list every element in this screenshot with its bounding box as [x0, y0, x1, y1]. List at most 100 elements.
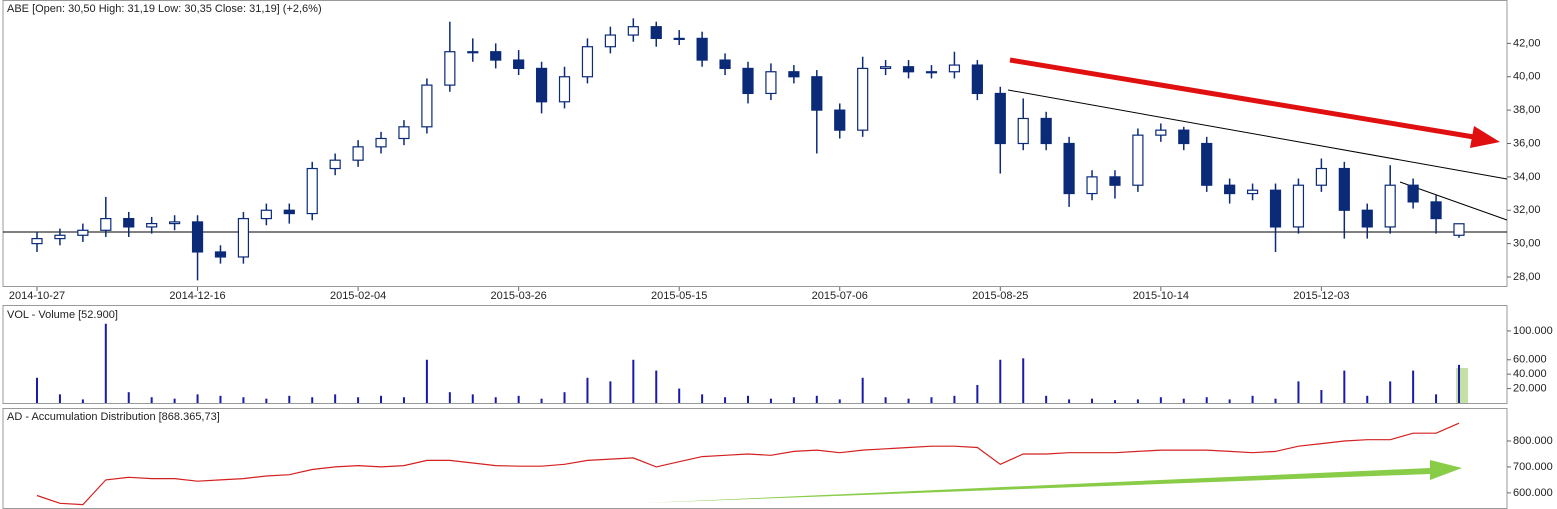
volume-bar [265, 398, 268, 403]
candle-body [558, 76, 571, 103]
candle-body [971, 64, 983, 95]
volume-bar [792, 397, 795, 403]
candle-body [742, 67, 754, 95]
candle-body [788, 71, 800, 78]
candle-body [123, 217, 135, 228]
candle-body [1384, 184, 1396, 228]
volume-bar [953, 395, 956, 403]
volume-bar [976, 384, 979, 403]
y-tick-label: 20.000 [1513, 382, 1547, 394]
x-tick-label: 2014-10-27 [9, 290, 65, 302]
volume-bar [1022, 358, 1025, 403]
volume-bar [1412, 370, 1415, 403]
candle-body [1040, 117, 1052, 145]
price-title: ABE [Open: 30,50 High: 31,19 Low: 30,35 … [7, 3, 322, 15]
candle-body [948, 64, 961, 73]
volume-bar [1389, 381, 1392, 403]
candle-body [902, 66, 915, 73]
y-tick-label: 800.000 [1513, 435, 1553, 447]
volume-bar [678, 388, 681, 403]
arrow [1009, 57, 1481, 141]
volume-bar [586, 377, 589, 403]
x-tick-label: 2015-08-25 [972, 290, 1028, 302]
candle-body [513, 59, 525, 70]
volume-bar [861, 377, 864, 403]
candle-body [329, 159, 341, 170]
candle-body [1315, 167, 1327, 186]
candle-body [100, 217, 112, 231]
volume-bar [655, 370, 658, 403]
volume-bar [563, 392, 566, 403]
volume-bar [632, 359, 635, 403]
candle-body [214, 251, 227, 258]
candle-body [696, 37, 708, 61]
candle-body [1224, 184, 1236, 195]
candle-body [490, 51, 502, 61]
volume-bar [127, 392, 130, 403]
candle-body [765, 71, 777, 95]
y-tick-label: 100.000 [1513, 325, 1553, 337]
volume-bar [838, 399, 841, 403]
volume-bar [58, 394, 61, 403]
candle-body [1430, 201, 1442, 220]
volume-bar [334, 394, 337, 403]
volume-bar [540, 398, 543, 403]
ad-panel [2, 408, 1508, 509]
candle-body [260, 209, 272, 220]
candle-body [146, 222, 158, 228]
candle-body [1201, 142, 1213, 186]
volume-bar [36, 377, 38, 403]
volume-bar [288, 395, 291, 403]
candle-body [1086, 176, 1098, 195]
volume-bar [517, 395, 520, 403]
volume-bar [1458, 364, 1460, 403]
candle-body [467, 51, 479, 54]
volume-bar [1113, 400, 1116, 403]
candle-body [237, 217, 250, 258]
candle-body [1453, 223, 1465, 236]
candle-body [604, 34, 616, 48]
volume-bar [1159, 397, 1162, 403]
candle-body [1269, 189, 1282, 228]
y-tick-label: 34,00 [1513, 171, 1541, 183]
y-tick-label: 32,00 [1513, 204, 1541, 216]
x-tick-label: 2015-07-06 [812, 290, 868, 302]
x-tick-label: 2015-03-26 [491, 290, 547, 302]
volume-bar [999, 359, 1002, 403]
candle-body [719, 59, 731, 70]
candle-body [880, 66, 892, 70]
volume-bar [1320, 390, 1323, 403]
candle-body [169, 221, 181, 225]
x-tick-label: 2014-12-16 [169, 290, 225, 302]
arrow-head [1470, 126, 1500, 148]
y-tick-label: 30,00 [1513, 238, 1541, 250]
y-tick-label: 36,00 [1513, 137, 1541, 149]
candle-body [1132, 134, 1144, 186]
candle-body [857, 67, 869, 131]
volume-bar [747, 395, 749, 403]
candle-body [191, 221, 204, 253]
candle-body [834, 109, 846, 131]
candle-body [375, 137, 387, 148]
volume-bar [494, 397, 497, 403]
volume-bar [402, 397, 405, 403]
arrow [645, 460, 1462, 503]
candle-body [650, 26, 662, 39]
volume-bar [1343, 370, 1346, 403]
candle-body [811, 76, 823, 111]
y-tick-label: 60.000 [1513, 354, 1547, 366]
candle-body [1338, 167, 1350, 211]
volume-bar [609, 381, 612, 403]
volume-bar [815, 395, 818, 403]
y-tick-label: 40.000 [1513, 368, 1547, 380]
price-panel [2, 0, 1508, 287]
candle-body [1361, 209, 1373, 228]
volume-bar [701, 394, 704, 403]
candle-body [1109, 176, 1121, 186]
volume-bar [81, 399, 84, 403]
volume-bar [104, 323, 107, 403]
volume-panel [2, 305, 1508, 404]
candle-body [54, 234, 66, 240]
ad-title: AD - Accumulation Distribution [868.365,… [7, 411, 220, 423]
candle-body [673, 37, 685, 40]
